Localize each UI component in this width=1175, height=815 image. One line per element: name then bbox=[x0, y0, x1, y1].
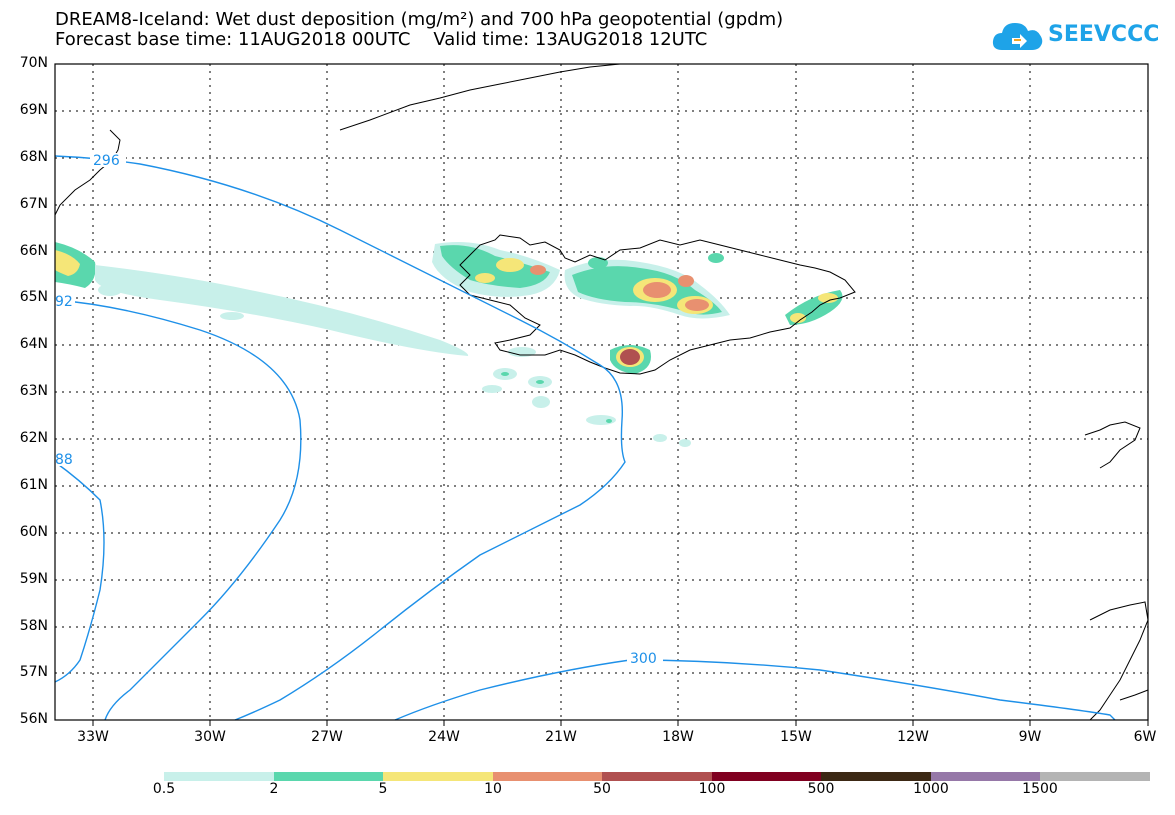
lat-label: 65N bbox=[19, 289, 48, 305]
colorbar-segment bbox=[931, 772, 1040, 781]
lat-label: 60N bbox=[19, 524, 48, 540]
contour-label: 300 bbox=[630, 651, 657, 667]
map-frame bbox=[54, 63, 1149, 721]
graticule bbox=[55, 64, 1148, 720]
lat-label: 57N bbox=[19, 664, 48, 680]
colorbar-label: 1000 bbox=[913, 781, 949, 797]
lon-label: 30W bbox=[194, 729, 226, 745]
lat-label: 61N bbox=[19, 477, 48, 493]
lon-label: 15W bbox=[780, 729, 812, 745]
lon-label: 27W bbox=[311, 729, 343, 745]
contour-label-group: 296 92 88 300 bbox=[55, 153, 663, 667]
contour-label: 296 bbox=[93, 153, 120, 169]
lat-label: 58N bbox=[19, 618, 48, 634]
contour-label: 88 bbox=[55, 452, 73, 468]
colorbar-segment bbox=[164, 772, 274, 781]
coastlines bbox=[54, 63, 1149, 721]
colorbar-segment bbox=[493, 772, 602, 781]
lon-label: 9W bbox=[1018, 729, 1042, 745]
colorbar-segment bbox=[274, 772, 383, 781]
lon-label: 33W bbox=[77, 729, 109, 745]
lat-label: 62N bbox=[19, 430, 48, 446]
colorbar-label: 50 bbox=[593, 781, 611, 797]
contour-label: 92 bbox=[55, 294, 73, 310]
colorbar-segment bbox=[821, 772, 931, 781]
lon-label: 12W bbox=[897, 729, 929, 745]
lon-label: 21W bbox=[545, 729, 577, 745]
lat-label: 66N bbox=[19, 243, 48, 259]
colorbar-segment bbox=[1040, 772, 1150, 781]
colorbar-segment bbox=[602, 772, 712, 781]
tick-marks bbox=[92, 720, 1149, 726]
cloud-icon bbox=[992, 23, 1043, 50]
colorbar-label: 0.5 bbox=[152, 781, 176, 797]
colorbar-segment bbox=[712, 772, 821, 781]
deposition-shading bbox=[55, 242, 843, 447]
lon-label: 6W bbox=[1133, 729, 1157, 745]
lat-label: 64N bbox=[19, 336, 48, 352]
map-title: DREAM8-Iceland: Wet dust deposition (mg/… bbox=[55, 9, 784, 30]
colorbar-label: 1500 bbox=[1022, 781, 1058, 797]
colorbar-label: 500 bbox=[807, 781, 835, 797]
lat-label: 63N bbox=[19, 383, 48, 399]
logo-text: SEEVCCC bbox=[1048, 22, 1160, 47]
lat-label: 67N bbox=[19, 196, 48, 212]
geopotential-contours bbox=[54, 155, 1116, 721]
colorbar-segment bbox=[383, 772, 493, 781]
lat-label: 68N bbox=[19, 149, 48, 165]
colorbar-label: 100 bbox=[698, 781, 726, 797]
lon-label: 18W bbox=[662, 729, 694, 745]
lat-label: 69N bbox=[19, 102, 48, 118]
lon-label: 24W bbox=[428, 729, 460, 745]
colorbar-label: 2 bbox=[269, 781, 279, 797]
lat-label: 59N bbox=[19, 571, 48, 587]
colorbar-label: 5 bbox=[378, 781, 388, 797]
lat-label: 56N bbox=[19, 711, 48, 727]
colorbar-label: 10 bbox=[484, 781, 502, 797]
lat-label: 70N bbox=[19, 55, 48, 71]
seevccc-logo: SEEVCCC bbox=[990, 14, 1159, 58]
map-subtitle: Forecast base time: 11AUG2018 00UTC Vali… bbox=[55, 29, 708, 50]
